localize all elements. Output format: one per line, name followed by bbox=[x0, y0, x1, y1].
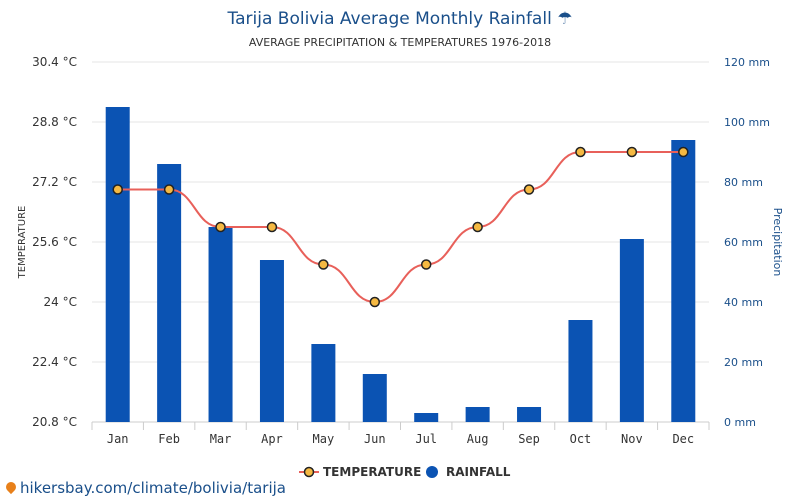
left-tick-label: 22.4 °C bbox=[32, 355, 77, 369]
right-axis-label: Precipitation bbox=[771, 208, 784, 277]
rainfall-bar bbox=[671, 140, 696, 422]
x-tick-label: Dec bbox=[672, 432, 694, 446]
grid-lines bbox=[91, 61, 710, 430]
x-tick-label: Sep bbox=[518, 432, 540, 446]
legend-rainfall-marker bbox=[426, 466, 438, 478]
temperature-point bbox=[575, 146, 586, 158]
rainfall-bar bbox=[259, 260, 284, 422]
x-tick-label: Apr bbox=[261, 432, 283, 446]
x-tick-label: May bbox=[313, 432, 335, 446]
right-tick-label: 0 mm bbox=[724, 416, 756, 429]
x-tick-label: Mar bbox=[210, 432, 232, 446]
x-axis-ticks: Jan Feb Mar Apr May Jun Jul Aug Sep Oct Nov Dec bbox=[107, 432, 694, 446]
temperature-point bbox=[678, 146, 689, 158]
left-tick-label: 27.2 °C bbox=[32, 175, 77, 189]
rainfall-bar bbox=[157, 164, 182, 422]
temperature-line bbox=[112, 146, 689, 308]
temperature-point bbox=[523, 184, 535, 195]
legend: TEMPERATURE RAINFALL bbox=[299, 465, 511, 479]
legend-rainfall-label: RAINFALL bbox=[446, 465, 511, 479]
left-tick-label: 30.4 °C bbox=[32, 55, 77, 69]
x-tick-label: Jul bbox=[415, 432, 437, 446]
x-tick-label: Jan bbox=[107, 432, 129, 446]
temperature-point bbox=[163, 184, 175, 195]
legend-temperature-label: TEMPERATURE bbox=[323, 465, 421, 479]
left-tick-label: 25.6 °C bbox=[32, 235, 77, 249]
rainfall-bar bbox=[208, 227, 233, 422]
temperature-point bbox=[472, 221, 483, 233]
right-tick-label: 100 mm bbox=[724, 116, 770, 129]
temperature-point bbox=[318, 259, 329, 270]
legend-item-rainfall[interactable]: RAINFALL bbox=[426, 465, 511, 479]
legend-item-temperature[interactable]: TEMPERATURE bbox=[299, 465, 421, 479]
rainfall-bar bbox=[414, 413, 439, 422]
temperature-point bbox=[626, 146, 638, 158]
rainfall-bar bbox=[105, 107, 130, 422]
x-tick-label: Nov bbox=[621, 432, 643, 446]
rainfall-bar bbox=[568, 320, 593, 422]
right-tick-label: 120 mm bbox=[724, 56, 770, 69]
location-pin-icon bbox=[3, 479, 19, 495]
temperature-point bbox=[112, 184, 123, 195]
chart-title: Tarija Bolivia Average Monthly Rainfall … bbox=[227, 9, 573, 29]
left-axis-label: TEMPERATURE bbox=[17, 206, 28, 280]
x-tick-label: Feb bbox=[158, 432, 180, 446]
right-tick-label: 20 mm bbox=[724, 356, 763, 369]
rainfall-bar bbox=[465, 407, 490, 422]
source-link[interactable]: hikersbay.com/climate/bolivia/tarija bbox=[3, 479, 286, 497]
x-tick-label: Oct bbox=[570, 432, 592, 446]
left-tick-label: 20.8 °C bbox=[32, 415, 77, 429]
right-tick-label: 60 mm bbox=[724, 236, 763, 249]
rainfall-bar bbox=[362, 374, 387, 422]
right-tick-label: 40 mm bbox=[724, 296, 763, 309]
left-tick-label: 28.8 °C bbox=[32, 115, 77, 129]
temperature-point bbox=[266, 221, 278, 233]
rainfall-bar bbox=[311, 344, 336, 422]
legend-temperature-marker bbox=[303, 466, 315, 478]
chart-subtitle: AVERAGE PRECIPITATION & TEMPERATURES 197… bbox=[249, 36, 551, 49]
temperature-point bbox=[369, 296, 381, 308]
rainfall-bars bbox=[105, 107, 696, 422]
rainfall-bar bbox=[517, 407, 542, 422]
left-tick-label: 24 °C bbox=[44, 295, 77, 309]
temperature-point bbox=[215, 221, 226, 233]
right-axis-ticks: 0 mm 20 mm 40 mm 60 mm 80 mm 100 mm 120 mm bbox=[724, 56, 770, 429]
right-tick-label: 80 mm bbox=[724, 176, 763, 189]
x-tick-label: Jun bbox=[364, 432, 386, 446]
left-axis-ticks: 20.8 °C 22.4 °C 24 °C 25.6 °C 27.2 °C 28.8 °C… bbox=[32, 55, 77, 429]
temperature-point bbox=[420, 259, 432, 270]
rainfall-bar bbox=[619, 239, 644, 422]
x-tick-label: Aug bbox=[467, 432, 489, 446]
temperature-line-path bbox=[117, 151, 684, 304]
source-link-text: hikersbay.com/climate/bolivia/tarija bbox=[20, 479, 286, 497]
